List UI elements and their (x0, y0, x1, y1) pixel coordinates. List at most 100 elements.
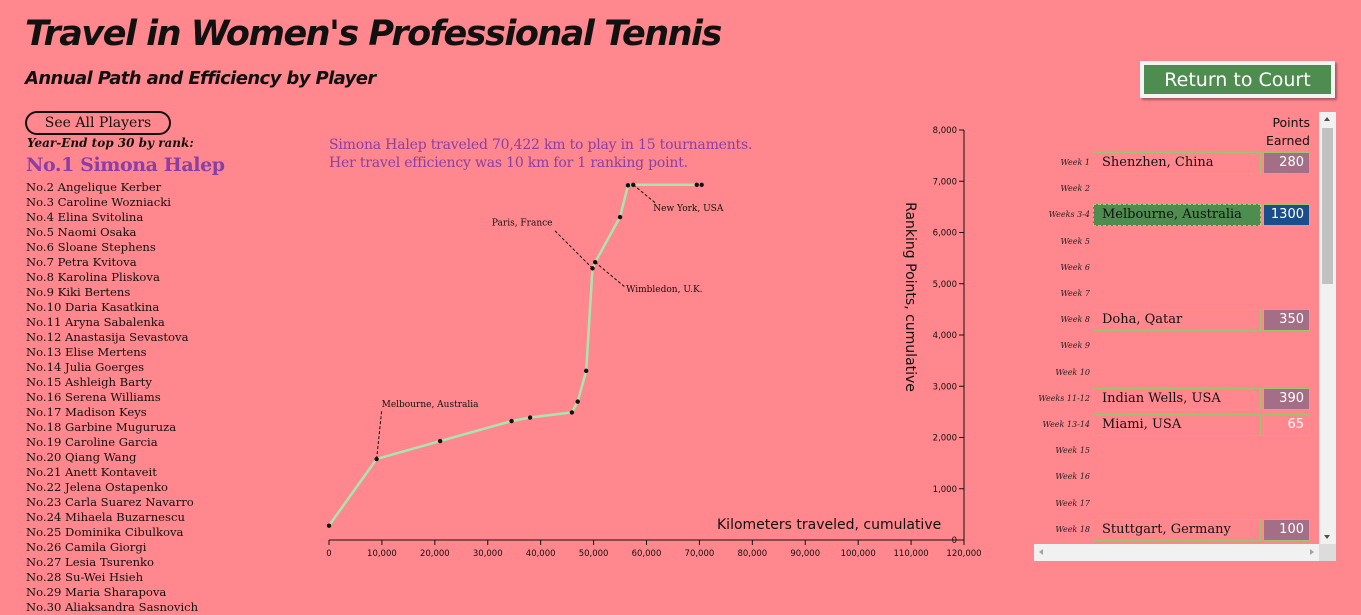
week-label: Week 6 (1060, 262, 1090, 272)
player-list-item[interactable]: No.15 Ashleigh Barty (26, 375, 152, 389)
player-list-item[interactable]: No.14 Julia Goerges (26, 360, 145, 374)
schedule-panel[interactable]: Week 1 Shenzhen, China 280 Week 2 Weeks 3-4 M… (1034, 112, 1336, 561)
player-list-item[interactable]: No.11 Aryna Sabalenka (26, 315, 165, 329)
return-to-court-button[interactable]: Return to Court (1140, 61, 1335, 98)
schedule-row: Week 17 (1034, 493, 1320, 519)
schedule-row: Week 6 (1034, 257, 1320, 283)
scroll-up-icon[interactable] (1324, 117, 1330, 121)
player-list-item[interactable]: No.18 Garbine Muguruza (26, 420, 177, 434)
schedule-row: Week 10 (1034, 362, 1320, 388)
horizontal-scrollbar[interactable] (1034, 544, 1319, 561)
summary-line-efficiency: Her travel efficiency was 10 km for 1 ra… (329, 155, 688, 171)
schedule-row: Week 5 (1034, 231, 1320, 257)
see-all-players-button[interactable]: See All Players (25, 111, 171, 135)
points-box: 350 (1263, 309, 1310, 332)
week-label: Week 1 (1060, 158, 1090, 167)
points-header-line1: Points (1272, 115, 1310, 130)
tournament-box[interactable]: Stuttgart, Germany (1093, 518, 1261, 541)
scroll-thumb[interactable] (1322, 128, 1333, 284)
points-header-line2: Earned (1265, 133, 1310, 148)
week-label: Week 16 (1055, 472, 1090, 482)
y-axis-label: Ranking Points, cumulative (902, 202, 918, 392)
player-list-item[interactable]: No.24 Mihaela Buzarnescu (26, 510, 185, 524)
player-list-item[interactable]: No.27 Lesia Tsurenko (26, 555, 155, 569)
week-label: Week 7 (1060, 289, 1090, 298)
tournament-point (699, 182, 704, 188)
player-list-item[interactable]: No.29 Maria Sharapova (26, 585, 167, 599)
player-list-item[interactable]: No.17 Madison Keys (26, 405, 147, 419)
player-list-item[interactable]: No.8 Karolina Pliskova (26, 270, 160, 284)
tournament-box[interactable]: Melbourne, Australia (1093, 204, 1261, 227)
player-list-item[interactable]: No.26 Camila Giorgi (26, 540, 147, 554)
x-tick-label: 100,000 (841, 549, 876, 559)
week-label: Week 15 (1055, 446, 1090, 456)
player-list-item[interactable]: No.13 Elise Mertens (26, 345, 147, 359)
y-tick-label: 8,000 (933, 126, 957, 136)
points-earned-header: Points Earned (1252, 114, 1310, 150)
tournament-point (617, 214, 623, 220)
player-list-item[interactable]: No.7 Petra Kvitova (26, 255, 137, 269)
player-list-item[interactable]: No.21 Anett Kontaveit (26, 465, 157, 479)
player-list-item[interactable]: No.4 Elina Svitolina (26, 210, 144, 224)
travel-chart: 0 10,000 20,000 30,000 40,000 50,000 60,000 70,… (326, 126, 981, 559)
player-list-item[interactable]: No.9 Kiki Bertens (26, 285, 131, 299)
week-label: Week 18 (1055, 524, 1090, 534)
tournament-box[interactable]: Doha, Qatar (1093, 309, 1261, 332)
player-list-item[interactable]: No.3 Caroline Wozniacki (26, 195, 171, 209)
y-tick-label: 4,000 (933, 331, 957, 341)
player-list-item[interactable]: No.12 Anastasija Sevastova (26, 330, 189, 344)
player-list-item[interactable]: No.6 Sloane Stephens (26, 240, 156, 254)
week-label: Week 10 (1055, 367, 1090, 377)
scroll-down-icon[interactable] (1324, 535, 1330, 539)
week-label: Week 5 (1060, 236, 1090, 246)
y-tick-label: 5,000 (933, 280, 957, 290)
y-tick-label: 2,000 (933, 434, 957, 444)
y-tick-label: 0 (952, 536, 957, 546)
annotation-leader (632, 184, 656, 204)
tournament-box[interactable]: Indian Wells, USA (1093, 387, 1261, 410)
scroll-right-icon[interactable] (1310, 549, 1314, 555)
annotation-label: Wimbledon, U.K. (626, 285, 703, 295)
player-list-item[interactable]: No.19 Caroline Garcia (26, 435, 158, 449)
x-tick-label: 20,000 (420, 549, 450, 559)
player-list-item[interactable]: No.23 Carla Suarez Navarro (26, 495, 194, 509)
points-box: 65 (1263, 414, 1310, 436)
schedule-row: Week 1 Shenzhen, China 280 (1034, 152, 1320, 178)
points-box: 390 (1263, 387, 1310, 410)
points-box: 1300 (1263, 204, 1310, 227)
y-tick-label: 1,000 (933, 485, 957, 495)
annotation-leader (554, 230, 593, 269)
tournament-point (575, 399, 580, 404)
vertical-scrollbar[interactable] (1319, 112, 1336, 544)
player-list-item[interactable]: No.5 Naomi Osaka (26, 225, 137, 239)
tournament-point (509, 418, 514, 424)
tournament-point (694, 182, 699, 188)
annotation-leader (376, 410, 383, 460)
annotation-label: Paris, France (492, 218, 553, 228)
y-tick-label: 7,000 (933, 177, 957, 187)
player-list-item[interactable]: No.25 Dominika Cibulkova (26, 525, 184, 539)
player-list-item[interactable]: No.30 Aliaksandra Sasnovich (26, 600, 199, 614)
week-label: Week 17 (1055, 498, 1090, 508)
player-list-item[interactable]: No.2 Angelique Kerber (26, 180, 162, 194)
scroll-left-icon[interactable] (1039, 549, 1043, 555)
x-axis-label: Kilometers traveled, cumulative (717, 517, 942, 533)
schedule-row: Week 8 Doha, Qatar 350 (1034, 309, 1320, 335)
x-tick-label: 50,000 (579, 549, 609, 559)
tournament-point (625, 183, 631, 188)
travel-path-line (327, 183, 702, 527)
schedule-row: Week 18 Stuttgart, Germany 100 (1034, 518, 1320, 545)
week-label: Weeks 3-4 (1048, 210, 1090, 220)
player-list-item[interactable]: No.22 Jelena Ostapenko (26, 480, 168, 494)
tournament-box[interactable]: Miami, USA (1093, 414, 1261, 436)
selected-player[interactable]: No.1 Simona Halep (26, 154, 225, 176)
tournament-point (527, 415, 533, 420)
player-list-item[interactable]: No.20 Qiang Wang (26, 450, 137, 464)
player-list-item[interactable]: No.16 Serena Williams (26, 390, 161, 404)
player-list-item[interactable]: No.10 Daria Kasatkina (26, 300, 160, 314)
tournament-box[interactable]: Shenzhen, China (1093, 152, 1261, 174)
schedule-row: Week 15 (1034, 440, 1320, 466)
schedule-row: Week 7 (1034, 283, 1320, 309)
x-tick-label: 70,000 (685, 549, 715, 559)
player-list-item[interactable]: No.28 Su-Wei Hsieh (26, 570, 144, 584)
